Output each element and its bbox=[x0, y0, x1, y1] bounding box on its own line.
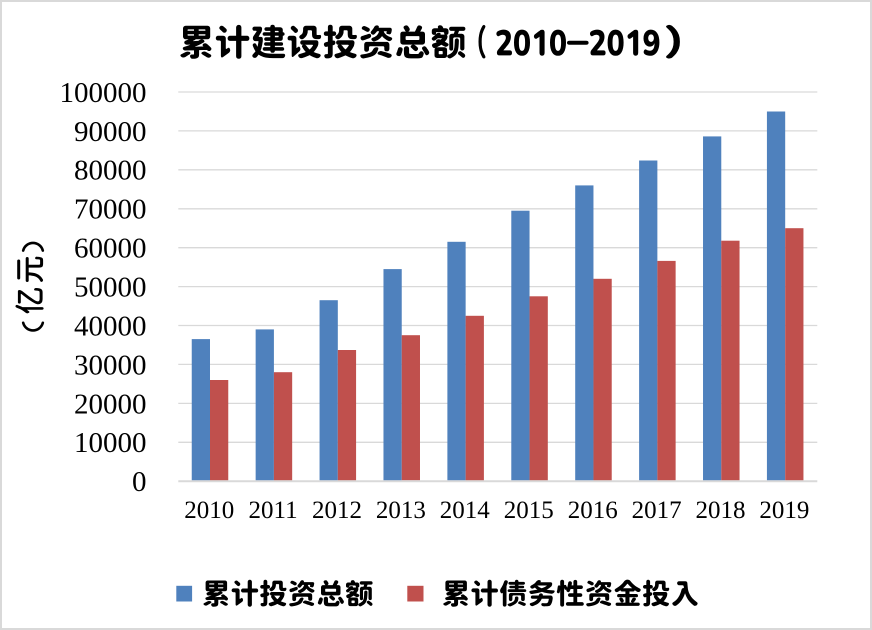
svg-text:60000: 60000 bbox=[74, 233, 147, 265]
svg-text:30000: 30000 bbox=[74, 349, 147, 381]
svg-text:2012: 2012 bbox=[312, 497, 362, 524]
svg-text:70000: 70000 bbox=[74, 194, 147, 226]
svg-text:10000: 10000 bbox=[74, 427, 147, 459]
svg-text:90000: 90000 bbox=[74, 116, 147, 148]
svg-text:2013: 2013 bbox=[376, 497, 426, 524]
svg-text:2017: 2017 bbox=[632, 497, 682, 524]
svg-text:80000: 80000 bbox=[74, 155, 147, 187]
svg-text:0: 0 bbox=[132, 466, 147, 498]
svg-text:2014: 2014 bbox=[440, 497, 491, 524]
svg-text:2016: 2016 bbox=[568, 497, 618, 524]
svg-text:2019: 2019 bbox=[759, 497, 809, 524]
svg-text:2015: 2015 bbox=[504, 497, 554, 524]
svg-text:20000: 20000 bbox=[74, 388, 147, 420]
svg-text:50000: 50000 bbox=[74, 272, 147, 304]
svg-text:2010: 2010 bbox=[184, 497, 234, 524]
svg-text:2011: 2011 bbox=[249, 497, 298, 524]
svg-text:40000: 40000 bbox=[74, 310, 147, 342]
svg-text:2018: 2018 bbox=[696, 497, 746, 524]
svg-text:100000: 100000 bbox=[60, 77, 147, 109]
